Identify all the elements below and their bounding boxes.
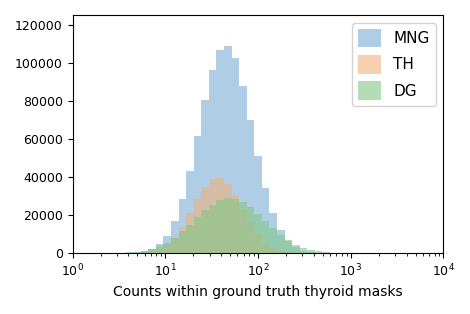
Bar	[247, 120, 254, 253]
Bar	[201, 210, 209, 253]
Legend: MNG, TH, DG: MNG, TH, DG	[352, 23, 436, 106]
Bar	[254, 234, 262, 253]
Bar	[133, 252, 141, 253]
Bar	[171, 238, 179, 253]
Bar	[262, 188, 269, 253]
Bar	[194, 217, 201, 253]
Bar	[156, 244, 164, 253]
Bar	[307, 252, 315, 253]
Bar	[262, 243, 269, 253]
Bar	[156, 246, 164, 253]
Bar	[125, 252, 133, 253]
Bar	[179, 231, 186, 253]
Bar	[322, 252, 330, 253]
Bar	[209, 205, 216, 253]
Bar	[247, 223, 254, 253]
Bar	[284, 240, 292, 253]
Bar	[164, 243, 171, 253]
Bar	[284, 241, 292, 253]
Bar	[149, 249, 156, 253]
Bar	[149, 251, 156, 253]
Bar	[269, 213, 277, 253]
Bar	[269, 228, 277, 253]
Bar	[156, 249, 164, 253]
Bar	[186, 171, 194, 253]
Bar	[164, 236, 171, 253]
Bar	[300, 248, 307, 253]
Bar	[254, 214, 262, 253]
Bar	[232, 58, 239, 253]
Bar	[201, 187, 209, 253]
Bar	[186, 213, 194, 253]
Bar	[194, 136, 201, 253]
Bar	[133, 252, 141, 253]
Bar	[262, 221, 269, 253]
Bar	[141, 252, 149, 253]
Bar	[141, 251, 149, 253]
Bar	[239, 202, 247, 253]
Bar	[284, 252, 292, 253]
X-axis label: Counts within ground truth thyroid masks: Counts within ground truth thyroid masks	[113, 285, 403, 299]
Bar	[209, 70, 216, 253]
Bar	[239, 85, 247, 253]
Bar	[179, 227, 186, 253]
Bar	[232, 199, 239, 253]
Bar	[194, 199, 201, 253]
Bar	[224, 46, 232, 253]
Bar	[239, 209, 247, 253]
Bar	[269, 248, 277, 253]
Bar	[232, 195, 239, 253]
Bar	[254, 156, 262, 253]
Bar	[307, 250, 315, 253]
Bar	[179, 199, 186, 253]
Bar	[171, 221, 179, 253]
Bar	[216, 200, 224, 253]
Bar	[300, 251, 307, 253]
Bar	[216, 50, 224, 253]
Bar	[277, 251, 284, 253]
Bar	[330, 252, 337, 253]
Bar	[277, 230, 284, 253]
Bar	[277, 235, 284, 253]
Bar	[164, 244, 171, 253]
Bar	[201, 100, 209, 253]
Bar	[216, 178, 224, 253]
Bar	[186, 225, 194, 253]
Bar	[315, 251, 322, 253]
Bar	[292, 245, 300, 253]
Bar	[224, 198, 232, 253]
Bar	[149, 249, 156, 253]
Bar	[247, 207, 254, 253]
Bar	[292, 247, 300, 253]
Bar	[209, 179, 216, 253]
Bar	[171, 237, 179, 253]
Bar	[141, 252, 149, 253]
Bar	[224, 184, 232, 253]
